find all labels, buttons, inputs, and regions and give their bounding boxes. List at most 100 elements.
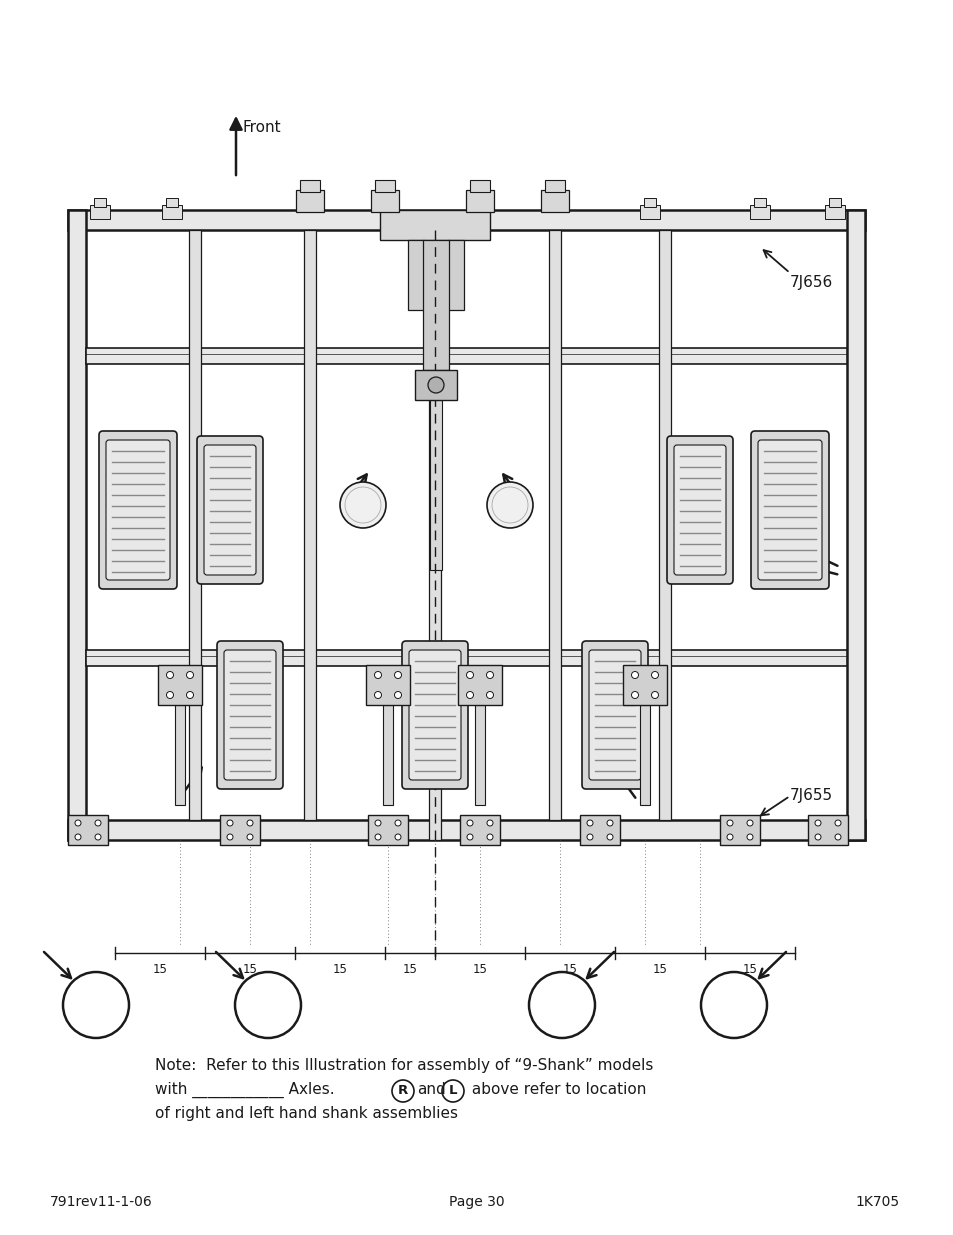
- Text: and: and: [416, 1082, 445, 1097]
- Circle shape: [586, 820, 593, 826]
- Circle shape: [375, 672, 381, 678]
- Circle shape: [486, 834, 493, 840]
- Text: Note:  Refer to this Illustration for assembly of “9-Shank” models: Note: Refer to this Illustration for ass…: [154, 1058, 653, 1073]
- Text: 15: 15: [402, 963, 417, 976]
- Bar: [220, 815, 260, 845]
- Bar: [68, 820, 864, 840]
- FancyBboxPatch shape: [401, 641, 468, 789]
- Circle shape: [586, 834, 593, 840]
- Circle shape: [375, 692, 381, 699]
- Bar: [68, 210, 86, 840]
- FancyBboxPatch shape: [581, 641, 647, 789]
- Text: above refer to location: above refer to location: [467, 1082, 646, 1097]
- Bar: [86, 348, 846, 364]
- Text: 15: 15: [562, 963, 577, 976]
- Text: 1K705: 1K705: [855, 1195, 899, 1209]
- Bar: [299, 180, 319, 191]
- Circle shape: [486, 672, 493, 678]
- FancyBboxPatch shape: [409, 650, 460, 781]
- Circle shape: [834, 834, 841, 840]
- Bar: [807, 815, 847, 845]
- Bar: [162, 205, 182, 219]
- Bar: [720, 815, 760, 845]
- FancyBboxPatch shape: [588, 650, 640, 781]
- Bar: [579, 815, 619, 845]
- Bar: [540, 190, 568, 212]
- Bar: [375, 180, 395, 191]
- Bar: [465, 190, 494, 212]
- Circle shape: [95, 820, 101, 826]
- Bar: [448, 240, 463, 310]
- Circle shape: [395, 672, 401, 678]
- Bar: [422, 240, 449, 370]
- Bar: [371, 190, 398, 212]
- Text: Page 30: Page 30: [449, 1195, 504, 1209]
- Circle shape: [606, 820, 613, 826]
- Circle shape: [746, 820, 752, 826]
- Bar: [94, 198, 106, 207]
- Circle shape: [247, 820, 253, 826]
- Circle shape: [395, 834, 400, 840]
- Bar: [68, 210, 864, 230]
- Circle shape: [428, 377, 443, 393]
- Circle shape: [631, 672, 638, 678]
- Text: 15: 15: [152, 963, 168, 976]
- Bar: [166, 198, 178, 207]
- Bar: [470, 180, 490, 191]
- Circle shape: [75, 820, 81, 826]
- Bar: [408, 240, 423, 310]
- Bar: [457, 664, 501, 705]
- Bar: [379, 210, 490, 240]
- Bar: [430, 400, 441, 571]
- Bar: [429, 230, 440, 840]
- Bar: [544, 180, 564, 191]
- Circle shape: [247, 834, 253, 840]
- Text: 7J656: 7J656: [789, 275, 832, 290]
- FancyBboxPatch shape: [758, 440, 821, 580]
- Bar: [824, 205, 844, 219]
- Circle shape: [375, 820, 380, 826]
- Circle shape: [814, 834, 821, 840]
- Text: with ____________ Axles.: with ____________ Axles.: [154, 1082, 335, 1098]
- FancyBboxPatch shape: [99, 431, 177, 589]
- Bar: [86, 650, 846, 666]
- Bar: [846, 210, 864, 840]
- Bar: [366, 664, 410, 705]
- FancyBboxPatch shape: [204, 445, 255, 576]
- Circle shape: [186, 672, 193, 678]
- Text: R: R: [397, 1084, 408, 1098]
- Bar: [828, 198, 841, 207]
- Bar: [659, 230, 670, 820]
- Bar: [548, 230, 560, 820]
- Text: 791rev11-1-06: 791rev11-1-06: [50, 1195, 152, 1209]
- Bar: [189, 230, 201, 820]
- Bar: [68, 815, 108, 845]
- FancyBboxPatch shape: [666, 436, 732, 584]
- Circle shape: [726, 820, 732, 826]
- Circle shape: [746, 834, 752, 840]
- Circle shape: [726, 834, 732, 840]
- Circle shape: [631, 692, 638, 699]
- Circle shape: [486, 482, 533, 529]
- Circle shape: [466, 692, 473, 699]
- Bar: [304, 230, 315, 820]
- Text: of right and left hand shank assemblies: of right and left hand shank assemblies: [154, 1107, 457, 1121]
- Circle shape: [395, 820, 400, 826]
- Circle shape: [606, 834, 613, 840]
- Circle shape: [227, 834, 233, 840]
- Bar: [622, 664, 666, 705]
- Bar: [295, 190, 324, 212]
- Circle shape: [227, 820, 233, 826]
- Text: Front: Front: [243, 120, 281, 135]
- Bar: [639, 705, 649, 805]
- Circle shape: [651, 672, 658, 678]
- Text: 7J655: 7J655: [789, 788, 832, 803]
- Bar: [639, 205, 659, 219]
- Circle shape: [375, 834, 380, 840]
- Circle shape: [75, 834, 81, 840]
- Bar: [459, 815, 499, 845]
- FancyBboxPatch shape: [196, 436, 263, 584]
- Text: 15: 15: [333, 963, 347, 976]
- Circle shape: [814, 820, 821, 826]
- Bar: [643, 198, 656, 207]
